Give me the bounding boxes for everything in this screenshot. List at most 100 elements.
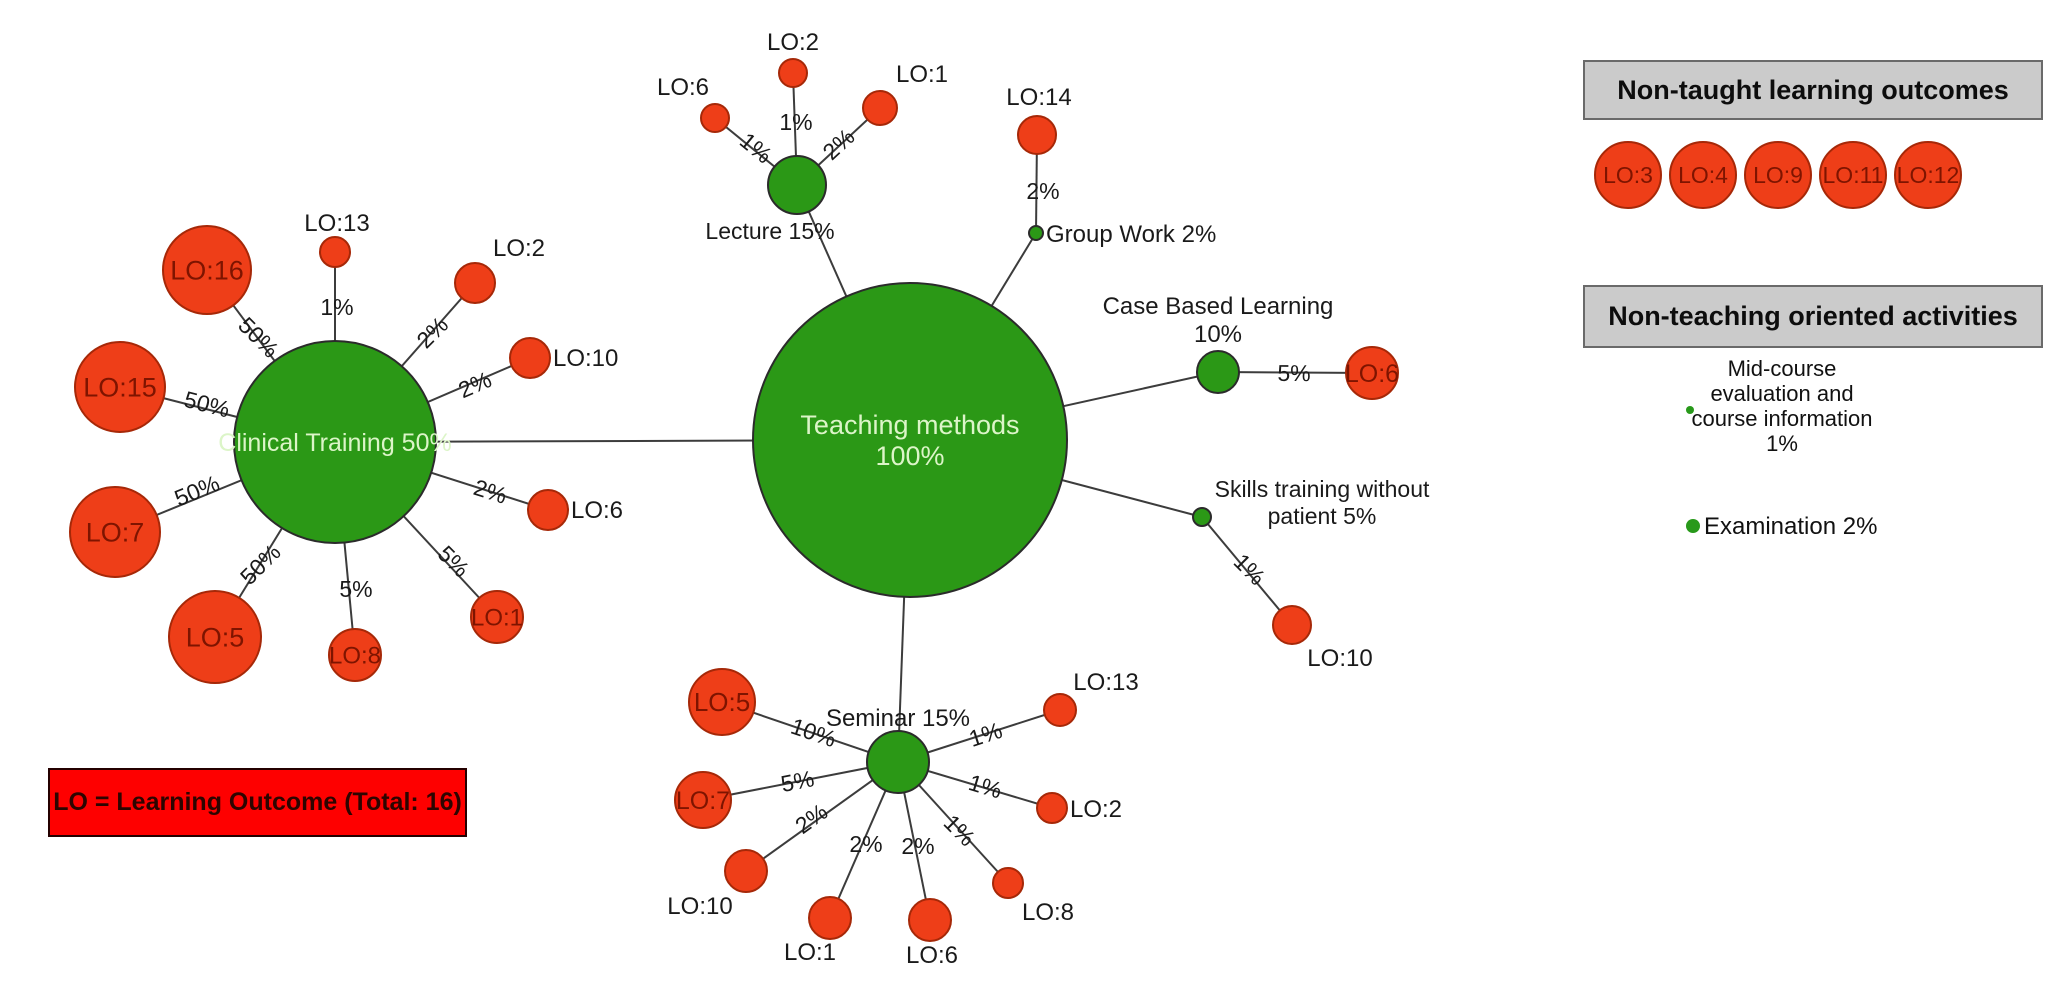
node-m6 <box>908 898 952 942</box>
edge-label-seminar-m10: 2% <box>790 798 832 839</box>
node-label-cbl: Case Based Learning 10% <box>1103 293 1334 348</box>
edge-label-seminar-m13: 1% <box>966 717 1006 752</box>
node-label-groupwork: Group Work 2% <box>1046 221 1216 248</box>
node-label-lecture: Lecture 15% <box>705 218 834 244</box>
node-l2 <box>778 58 808 88</box>
node-c13 <box>319 236 351 268</box>
node-label-c13: LO:13 <box>304 210 369 237</box>
node-cbl <box>1196 350 1240 394</box>
node-label-skills: Skills training without patient 5% <box>1215 476 1430 529</box>
node-label-clinical: Clinical Training 50% <box>218 429 451 457</box>
edge-skills-s10 <box>1201 516 1293 626</box>
edge-label-seminar-m6: 2% <box>901 833 934 859</box>
node-lecture <box>767 155 827 215</box>
node-label-c6: LO:6 <box>571 497 623 524</box>
examination-label: Examination 2% <box>1704 513 1878 540</box>
node-label-m5: LO:5 <box>694 687 750 717</box>
node-label-m8: LO:8 <box>1022 899 1074 926</box>
node-label-l6: LO:6 <box>657 74 709 101</box>
edge-label-cbl-b6: 5% <box>1277 360 1310 386</box>
legend-box: LO = Learning Outcome (Total: 16) <box>48 768 467 837</box>
node-label-l2: LO:2 <box>767 29 819 56</box>
node-label-c8: LO:8 <box>329 642 381 669</box>
node-label-c5: LO:5 <box>186 622 245 652</box>
node-c10 <box>509 337 551 379</box>
node-s10 <box>1272 605 1312 645</box>
node-c5 <box>168 590 262 684</box>
node-g14 <box>1017 115 1057 155</box>
legend-text: LO = Learning Outcome (Total: 16) <box>53 788 462 816</box>
node-label-teaching: Teaching methods 100% <box>800 410 1019 471</box>
examination-dot <box>1686 519 1700 533</box>
node-m10 <box>724 849 768 893</box>
non-taught-outcome-circle: LO:4 <box>1669 141 1737 209</box>
edge-label-clinical-c5: 50% <box>235 539 286 590</box>
node-clinical <box>233 340 437 544</box>
edge-label-clinical-c10: 2% <box>454 366 495 403</box>
node-c1 <box>470 590 524 644</box>
node-c15 <box>74 341 166 433</box>
node-m7 <box>674 771 732 829</box>
node-m1 <box>808 896 852 940</box>
node-label-m13: LO:13 <box>1073 669 1138 696</box>
node-groupwork <box>1028 225 1044 241</box>
non-taught-outcome-circle: LO:12 <box>1894 141 1962 209</box>
non-taught-header: Non-taught learning outcomes <box>1583 60 2043 120</box>
non-taught-outcome-circle: LO:3 <box>1594 141 1662 209</box>
edge-label-seminar-m7: 5% <box>779 765 817 797</box>
node-label-m7: LO:7 <box>676 787 730 815</box>
node-label-b6: LO:6 <box>1345 360 1399 388</box>
edge-label-clinical-c6: 2% <box>471 474 511 509</box>
node-c16 <box>162 225 252 315</box>
node-skills <box>1192 507 1212 527</box>
mid-course-line: Mid-course <box>1727 356 1837 381</box>
node-m8 <box>992 867 1024 899</box>
node-c8 <box>328 628 382 682</box>
edge-label-clinical-c1: 5% <box>433 540 475 582</box>
node-m2 <box>1036 792 1068 824</box>
non-teaching-header: Non-teaching oriented activities <box>1583 285 2043 348</box>
mid-course-dot <box>1686 406 1694 414</box>
mid-course-label: Mid-course evaluation and course informa… <box>1662 356 1902 456</box>
non-taught-header-text: Non-taught learning outcomes <box>1617 74 2009 105</box>
node-c2l <box>454 262 496 304</box>
node-teaching <box>752 282 1068 598</box>
node-c7 <box>69 486 161 578</box>
edge-label-seminar-m2: 1% <box>966 769 1005 803</box>
node-l6 <box>700 103 730 133</box>
node-l1 <box>862 90 898 126</box>
edge-label-clinical-c8: 5% <box>339 576 372 602</box>
mid-course-line: evaluation and <box>1710 381 1854 406</box>
node-label-c1: LO:1 <box>471 604 523 631</box>
edge-label-groupwork-g14: 2% <box>1026 178 1059 204</box>
non-taught-outcome-circle: LO:9 <box>1744 141 1812 209</box>
node-c6 <box>527 489 569 531</box>
node-label-m10: LO:10 <box>667 893 732 920</box>
non-taught-outcome-circle: LO:11 <box>1819 141 1887 209</box>
node-label-c7: LO:7 <box>86 517 145 547</box>
node-label-m1: LO:1 <box>784 939 836 966</box>
node-label-m2: LO:2 <box>1070 796 1122 823</box>
edge-label-skills-s10: 1% <box>1229 548 1271 590</box>
node-label-s10: LO:10 <box>1307 645 1372 672</box>
node-label-c2l: LO:2 <box>493 235 545 262</box>
edge-seminar-m7 <box>702 761 899 801</box>
edge-label-seminar-m1: 2% <box>849 831 882 857</box>
node-m5 <box>688 668 756 736</box>
edge-label-lecture-l6: 1% <box>735 127 777 168</box>
node-label-l1: LO:1 <box>896 61 948 88</box>
node-label-c10: LO:10 <box>553 345 618 372</box>
edge-label-clinical-c13: 1% <box>320 294 353 320</box>
non-teaching-header-text: Non-teaching oriented activities <box>1608 301 2018 331</box>
edge-label-clinical-c16: 50% <box>233 312 284 363</box>
node-seminar <box>866 730 930 794</box>
node-label-c15: LO:15 <box>83 372 157 402</box>
mid-course-line: course information <box>1691 406 1873 431</box>
node-label-m6: LO:6 <box>906 942 958 969</box>
node-label-c16: LO:16 <box>170 255 244 285</box>
edge-label-lecture-l2: 1% <box>779 109 812 135</box>
node-m13 <box>1043 693 1077 727</box>
edge-label-clinical-c15: 50% <box>181 386 232 423</box>
